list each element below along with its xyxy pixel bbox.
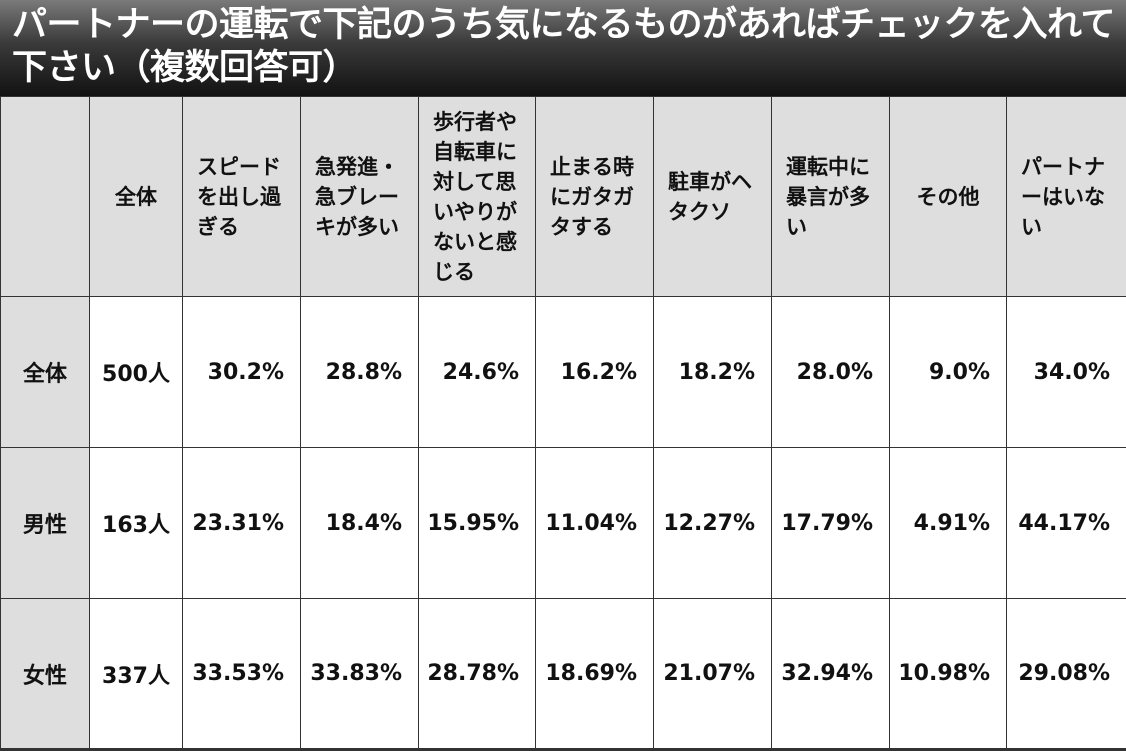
table-cell: 28.8% [300,296,419,448]
row-label: 女性 [0,598,90,751]
table-cell: 28.78% [418,598,536,751]
table-cell: 10.98% [889,598,1007,751]
table-cell: 18.4% [300,447,419,599]
table-cell: 15.95% [418,447,536,599]
row-label: 全体 [0,296,90,448]
column-header: 全体 [89,96,183,297]
table-cell: 33.53% [182,598,301,751]
table-row: 全体 500人 30.2% 28.8% 24.6% 16.2% 18.2% 28… [0,296,1126,448]
table-cell: 44.17% [1006,447,1126,599]
table-cell: 32.94% [771,598,890,751]
table-cell: 18.2% [653,296,772,448]
table-cell: 21.07% [653,598,772,751]
header-row: 全体 スピードを出し過ぎる 急発進・急ブレーキが多い 歩行者や自転車に対して思い… [0,96,1126,297]
table-cell: 28.0% [771,296,890,448]
row-label: 男性 [0,447,90,599]
respondent-count: 500人 [89,296,183,448]
chart-title: パートナーの運転で下記のうち気になるものがあればチェックを入れて下さい（複数回答… [12,5,1115,88]
table-cell: 11.04% [535,447,654,599]
header-corner-cell [0,96,90,297]
table-cell: 9.0% [889,296,1007,448]
column-header: スピードを出し過ぎる [182,96,301,297]
column-header: 歩行者や自転車に対して思いやりがないと感じる [418,96,536,297]
column-header: その他 [889,96,1007,297]
column-header: 止まる時にガタガタする [535,96,654,297]
table-cell: 29.08% [1006,598,1126,751]
survey-table: 全体 スピードを出し過ぎる 急発進・急ブレーキが多い 歩行者や自転車に対して思い… [0,96,1126,751]
column-header: 駐車がヘタクソ [653,96,772,297]
table-cell: 33.83% [300,598,419,751]
respondent-count: 337人 [89,598,183,751]
table-cell: 34.0% [1006,296,1126,448]
respondent-count: 163人 [89,447,183,599]
title-bar: パートナーの運転で下記のうち気になるものがあればチェックを入れて下さい（複数回答… [0,0,1126,96]
column-header: 運転中に暴言が多い [771,96,890,297]
table-cell: 23.31% [182,447,301,599]
table-cell: 30.2% [182,296,301,448]
table-cell: 4.91% [889,447,1007,599]
table-row: 男性 163人 23.31% 18.4% 15.95% 11.04% 12.27… [0,447,1126,599]
table-cell: 12.27% [653,447,772,599]
column-header: 急発進・急ブレーキが多い [300,96,419,297]
table-cell: 24.6% [418,296,536,448]
table-cell: 17.79% [771,447,890,599]
table-cell: 18.69% [535,598,654,751]
table-row: 女性 337人 33.53% 33.83% 28.78% 18.69% 21.0… [0,598,1126,751]
table-cell: 16.2% [535,296,654,448]
column-header: パートナーはいない [1006,96,1126,297]
